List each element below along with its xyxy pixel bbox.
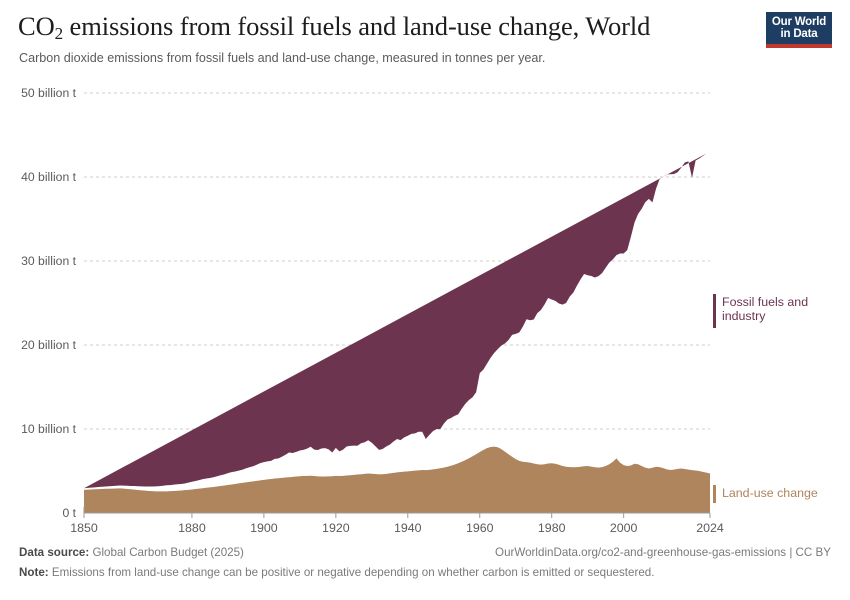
data-source-label: Data source: <box>19 546 90 559</box>
x-axis-tick-label: 1960 <box>466 521 494 535</box>
logo-line-1: Our World <box>771 15 827 28</box>
legend-marker-land-use-change <box>713 485 716 503</box>
logo-line-2: in Data <box>780 28 818 40</box>
data-source: Data source: Global Carbon Budget (2025) <box>19 546 244 559</box>
y-axis-tick-label: 30 billion t <box>21 254 76 268</box>
area-series-fossil-fuels-and-industry[interactable] <box>84 153 707 489</box>
stacked-area-chart[interactable]: 0 t 10 billion t 20 billion t 30 billion t 4… <box>0 78 850 538</box>
x-axis-tick-label: 1880 <box>178 521 206 535</box>
x-axis-tick-label: 2024 <box>696 521 724 535</box>
legend-label-fossil-fuels-line-1[interactable]: Fossil fuels and <box>722 295 808 309</box>
legend-marker-fossil-fuels <box>713 294 716 328</box>
owid-logo[interactable]: Our World in Data <box>766 12 832 48</box>
area-series-land-use-change[interactable] <box>84 446 710 513</box>
chart-subtitle: Carbon dioxide emissions from fossil fue… <box>19 51 546 65</box>
title-subscript: 2 <box>54 24 64 43</box>
title-rest: emissions from fossil fuels and land-use… <box>63 11 651 41</box>
chart-note: Note: Emissions from land-use change can… <box>19 566 831 579</box>
x-axis-tick-label: 1920 <box>322 521 350 535</box>
x-axis-tick-label: 2000 <box>610 521 638 535</box>
y-axis-tick-label: 0 t <box>62 506 76 520</box>
y-axis-tick-label: 40 billion t <box>21 170 76 184</box>
y-axis-tick-label: 50 billion t <box>21 86 76 100</box>
legend-label-land-use-change[interactable]: Land-use change <box>722 486 818 500</box>
chart-plot-area[interactable]: 0 t 10 billion t 20 billion t 30 billion t 4… <box>0 78 850 538</box>
chart-footer: Data source: Global Carbon Budget (2025)… <box>0 540 850 600</box>
page-title: CO2 emissions from fossil fuels and land… <box>18 11 651 43</box>
data-source-value: Global Carbon Budget (2025) <box>89 546 244 559</box>
x-axis-tick-label: 1900 <box>250 521 278 535</box>
x-axis-tick-label: 1850 <box>70 521 98 535</box>
note-value: Emissions from land-use change can be po… <box>48 566 655 579</box>
x-axis-tick-label: 1980 <box>538 521 566 535</box>
chart-header: CO2 emissions from fossil fuels and land… <box>0 0 850 78</box>
x-axis-tick-label: 1940 <box>394 521 422 535</box>
note-label: Note: <box>19 566 49 579</box>
title-prefix: CO <box>18 11 55 41</box>
legend-label-fossil-fuels-line-2[interactable]: industry <box>722 309 766 323</box>
y-axis-tick-label: 10 billion t <box>21 422 76 436</box>
y-axis-tick-label: 20 billion t <box>21 338 76 352</box>
source-url[interactable]: OurWorldinData.org/co2-and-greenhouse-ga… <box>495 546 831 559</box>
